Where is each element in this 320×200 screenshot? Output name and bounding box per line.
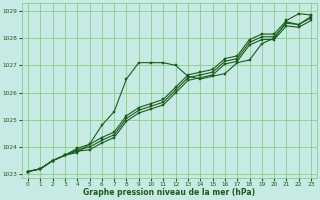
X-axis label: Graphe pression niveau de la mer (hPa): Graphe pression niveau de la mer (hPa) [84,188,256,197]
